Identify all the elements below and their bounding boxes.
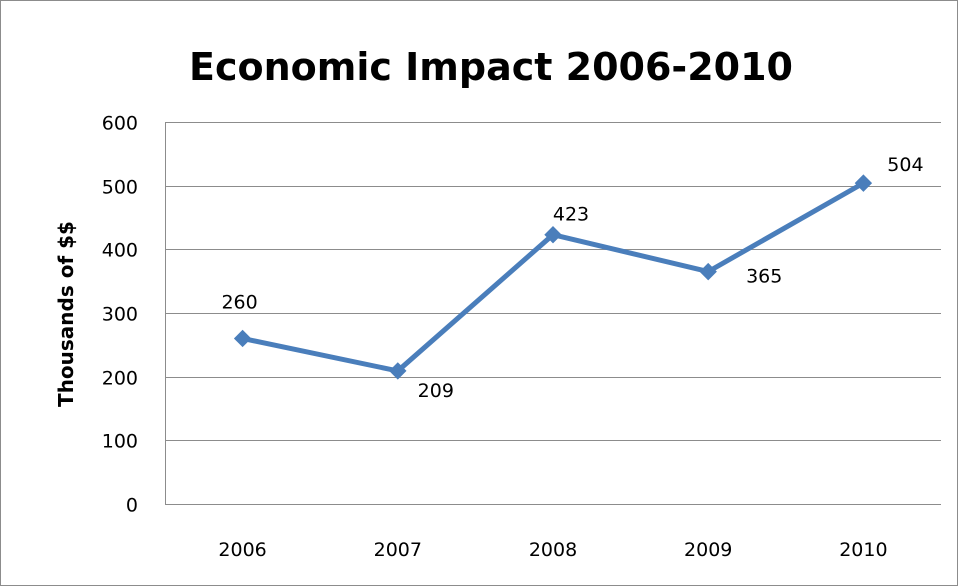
y-axis-label: Thousands of $$ bbox=[54, 221, 78, 407]
data-label: 504 bbox=[887, 154, 923, 176]
chart-title: Economic Impact 2006-2010 bbox=[189, 45, 793, 89]
data-label: 423 bbox=[553, 204, 589, 226]
tick-labels: 0 100 200 300 400 500 600 2006 2007 2008 2009 2010 bbox=[102, 113, 888, 562]
gridlines bbox=[165, 122, 941, 441]
x-tick-label: 2009 bbox=[684, 539, 732, 561]
y-tick-label: 300 bbox=[102, 304, 138, 326]
data-label: 209 bbox=[418, 380, 454, 402]
data-point-marker bbox=[233, 329, 252, 348]
data-label: 260 bbox=[221, 291, 257, 313]
y-tick-label: 600 bbox=[102, 113, 138, 135]
data-point-marker bbox=[544, 225, 562, 244]
data-point-marker bbox=[854, 174, 873, 192]
series-layer bbox=[233, 174, 873, 380]
y-tick-label: 500 bbox=[102, 177, 138, 199]
x-tick-label: 2006 bbox=[218, 539, 266, 561]
data-point-marker bbox=[699, 262, 717, 281]
axes bbox=[165, 122, 941, 505]
x-tick-label: 2008 bbox=[529, 539, 577, 561]
data-label: 365 bbox=[746, 266, 782, 288]
y-tick-label: 200 bbox=[102, 368, 138, 390]
data-point-marker bbox=[389, 362, 407, 380]
y-tick-label: 400 bbox=[102, 240, 138, 262]
y-tick-label: 0 bbox=[126, 495, 138, 517]
data-labels: 260 209 423 365 504 bbox=[221, 154, 923, 402]
x-tick-label: 2010 bbox=[839, 539, 887, 561]
y-tick-label: 100 bbox=[102, 431, 138, 453]
x-tick-label: 2007 bbox=[374, 539, 422, 561]
